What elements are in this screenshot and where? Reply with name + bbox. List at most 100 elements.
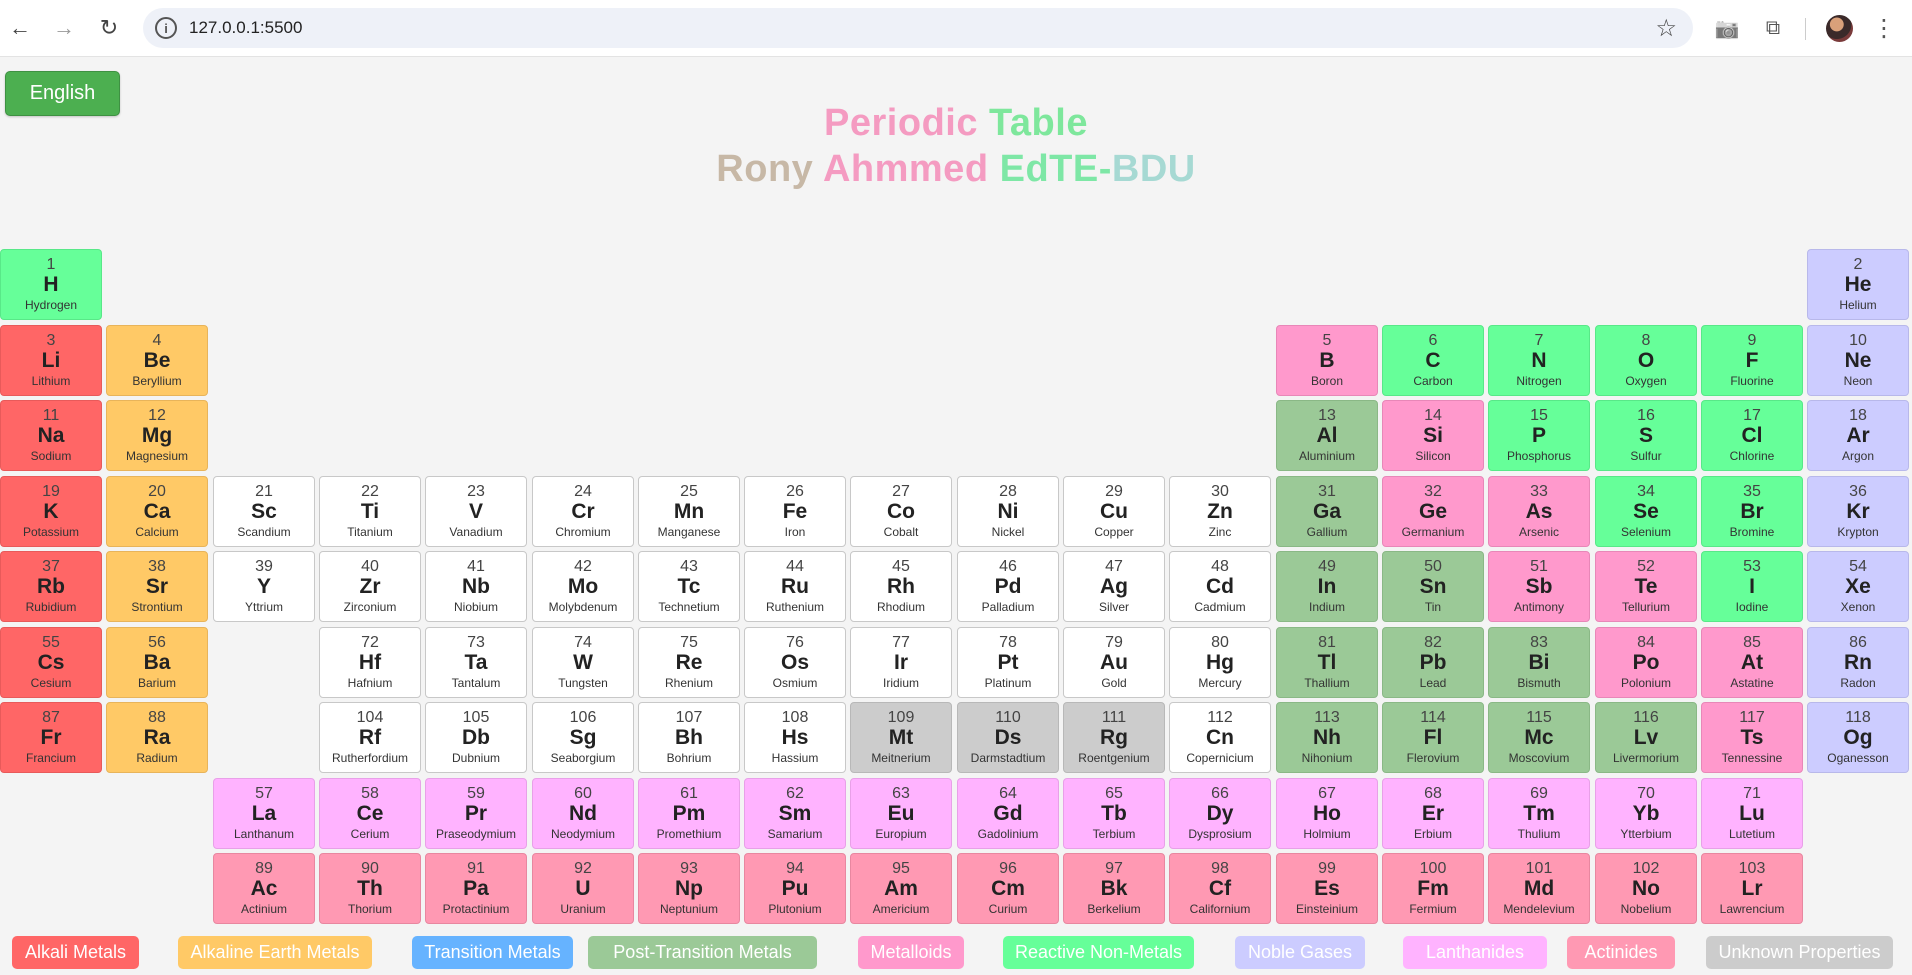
element-cell-ce[interactable]: 58 Ce Cerium bbox=[319, 778, 421, 849]
element-cell-ba[interactable]: 56 Ba Barium bbox=[106, 627, 208, 698]
element-cell-sn[interactable]: 50 Sn Tin bbox=[1382, 551, 1484, 622]
element-cell-ne[interactable]: 10 Ne Neon bbox=[1807, 325, 1909, 396]
element-cell-mc[interactable]: 115 Mc Moscovium bbox=[1488, 702, 1590, 773]
element-cell-ca[interactable]: 20 Ca Calcium bbox=[106, 476, 208, 547]
element-cell-pd[interactable]: 46 Pd Palladium bbox=[957, 551, 1059, 622]
element-cell-rf[interactable]: 104 Rf Rutherfordium bbox=[319, 702, 421, 773]
element-cell-tl[interactable]: 81 Tl Thallium bbox=[1276, 627, 1378, 698]
element-cell-yb[interactable]: 70 Yb Ytterbium bbox=[1595, 778, 1697, 849]
element-cell-pt[interactable]: 78 Pt Platinum bbox=[957, 627, 1059, 698]
element-cell-cm[interactable]: 96 Cm Curium bbox=[957, 853, 1059, 924]
element-cell-ge[interactable]: 32 Ge Germanium bbox=[1382, 476, 1484, 547]
element-cell-mn[interactable]: 25 Mn Manganese bbox=[638, 476, 740, 547]
back-icon[interactable]: ← bbox=[9, 15, 31, 40]
element-cell-hg[interactable]: 80 Hg Mercury bbox=[1169, 627, 1271, 698]
element-cell-pm[interactable]: 61 Pm Promethium bbox=[638, 778, 740, 849]
element-cell-al[interactable]: 13 Al Aluminium bbox=[1276, 400, 1378, 471]
element-cell-dy[interactable]: 66 Dy Dysprosium bbox=[1169, 778, 1271, 849]
element-cell-ac[interactable]: 89 Ac Actinium bbox=[213, 853, 315, 924]
element-cell-re[interactable]: 75 Re Rhenium bbox=[638, 627, 740, 698]
element-cell-kr[interactable]: 36 Kr Krypton bbox=[1807, 476, 1909, 547]
element-cell-ti[interactable]: 22 Ti Titanium bbox=[319, 476, 421, 547]
site-info-icon[interactable]: i bbox=[155, 17, 177, 39]
element-cell-pa[interactable]: 91 Pa Protactinium bbox=[425, 853, 527, 924]
legend-item-lanthanides[interactable]: Lanthanides bbox=[1403, 936, 1547, 969]
element-cell-ds[interactable]: 110 Ds Darmstadtium bbox=[957, 702, 1059, 773]
element-cell-nb[interactable]: 41 Nb Niobium bbox=[425, 551, 527, 622]
element-cell-pb[interactable]: 82 Pb Lead bbox=[1382, 627, 1484, 698]
element-cell-pu[interactable]: 94 Pu Plutonium bbox=[744, 853, 846, 924]
legend-item-alkali-metals[interactable]: Alkali Metals bbox=[12, 936, 139, 969]
forward-icon[interactable]: → bbox=[53, 15, 75, 40]
element-cell-tb[interactable]: 65 Tb Terbium bbox=[1063, 778, 1165, 849]
element-cell-v[interactable]: 23 V Vanadium bbox=[425, 476, 527, 547]
element-cell-rh[interactable]: 45 Rh Rhodium bbox=[850, 551, 952, 622]
element-cell-cr[interactable]: 24 Cr Chromium bbox=[532, 476, 634, 547]
bookmark-star-icon[interactable]: ☆ bbox=[1655, 15, 1677, 42]
element-cell-fr[interactable]: 87 Fr Francium bbox=[0, 702, 102, 773]
element-cell-pr[interactable]: 59 Pr Praseodymium bbox=[425, 778, 527, 849]
element-cell-ag[interactable]: 47 Ag Silver bbox=[1063, 551, 1165, 622]
legend-item-transition-metals[interactable]: Transition Metals bbox=[412, 936, 573, 969]
element-cell-f[interactable]: 9 F Fluorine bbox=[1701, 325, 1803, 396]
element-cell-b[interactable]: 5 B Boron bbox=[1276, 325, 1378, 396]
element-cell-sc[interactable]: 21 Sc Scandium bbox=[213, 476, 315, 547]
element-cell-in[interactable]: 49 In Indium bbox=[1276, 551, 1378, 622]
element-cell-zr[interactable]: 40 Zr Zirconium bbox=[319, 551, 421, 622]
element-cell-nd[interactable]: 60 Nd Neodymium bbox=[532, 778, 634, 849]
legend-item-post-transition-metals[interactable]: Post-Transition Metals bbox=[588, 936, 817, 969]
legend-item-actinides[interactable]: Actinides bbox=[1567, 936, 1675, 969]
element-cell-u[interactable]: 92 U Uranium bbox=[532, 853, 634, 924]
element-cell-o[interactable]: 8 O Oxygen bbox=[1595, 325, 1697, 396]
element-cell-la[interactable]: 57 La Lanthanum bbox=[213, 778, 315, 849]
element-cell-np[interactable]: 93 Np Neptunium bbox=[638, 853, 740, 924]
element-cell-am[interactable]: 95 Am Americium bbox=[850, 853, 952, 924]
element-cell-se[interactable]: 34 Se Selenium bbox=[1595, 476, 1697, 547]
element-cell-at[interactable]: 85 At Astatine bbox=[1701, 627, 1803, 698]
element-cell-gd[interactable]: 64 Gd Gadolinium bbox=[957, 778, 1059, 849]
element-cell-i[interactable]: 53 I Iodine bbox=[1701, 551, 1803, 622]
legend-item-metalloids[interactable]: Metalloids bbox=[858, 936, 964, 969]
element-cell-tm[interactable]: 69 Tm Thulium bbox=[1488, 778, 1590, 849]
element-cell-eu[interactable]: 63 Eu Europium bbox=[850, 778, 952, 849]
element-cell-nh[interactable]: 113 Nh Nihonium bbox=[1276, 702, 1378, 773]
element-cell-cs[interactable]: 55 Cs Cesium bbox=[0, 627, 102, 698]
element-cell-k[interactable]: 19 K Potassium bbox=[0, 476, 102, 547]
element-cell-y[interactable]: 39 Y Yttrium bbox=[213, 551, 315, 622]
element-cell-te[interactable]: 52 Te Tellurium bbox=[1595, 551, 1697, 622]
element-cell-be[interactable]: 4 Be Beryllium bbox=[106, 325, 208, 396]
legend-item-reactive-non-metals[interactable]: Reactive Non-Metals bbox=[1003, 936, 1194, 969]
element-cell-lv[interactable]: 116 Lv Livermorium bbox=[1595, 702, 1697, 773]
legend-item-alkaline-earth-metals[interactable]: Alkaline Earth Metals bbox=[178, 936, 372, 969]
reload-icon[interactable]: ↻ bbox=[99, 15, 119, 40]
element-cell-ar[interactable]: 18 Ar Argon bbox=[1807, 400, 1909, 471]
element-cell-bh[interactable]: 107 Bh Bohrium bbox=[638, 702, 740, 773]
extensions-icon[interactable]: ⧉ bbox=[1765, 16, 1781, 39]
element-cell-bk[interactable]: 97 Bk Berkelium bbox=[1063, 853, 1165, 924]
element-cell-tc[interactable]: 43 Tc Technetium bbox=[638, 551, 740, 622]
element-cell-db[interactable]: 105 Db Dubnium bbox=[425, 702, 527, 773]
profile-avatar[interactable] bbox=[1826, 15, 1853, 42]
element-cell-sb[interactable]: 51 Sb Antimony bbox=[1488, 551, 1590, 622]
element-cell-h[interactable]: 1 H Hydrogen bbox=[0, 249, 102, 320]
element-cell-n[interactable]: 7 N Nitrogen bbox=[1488, 325, 1590, 396]
element-cell-mo[interactable]: 42 Mo Molybdenum bbox=[532, 551, 634, 622]
element-cell-ts[interactable]: 117 Ts Tennessine bbox=[1701, 702, 1803, 773]
element-cell-sm[interactable]: 62 Sm Samarium bbox=[744, 778, 846, 849]
legend-item-noble-gases[interactable]: Noble Gases bbox=[1235, 936, 1365, 969]
element-cell-cn[interactable]: 112 Cn Copernicium bbox=[1169, 702, 1271, 773]
element-cell-ta[interactable]: 73 Ta Tantalum bbox=[425, 627, 527, 698]
element-cell-w[interactable]: 74 W Tungsten bbox=[532, 627, 634, 698]
element-cell-si[interactable]: 14 Si Silicon bbox=[1382, 400, 1484, 471]
element-cell-th[interactable]: 90 Th Thorium bbox=[319, 853, 421, 924]
element-cell-rg[interactable]: 111 Rg Roentgenium bbox=[1063, 702, 1165, 773]
element-cell-p[interactable]: 15 P Phosphorus bbox=[1488, 400, 1590, 471]
element-cell-sg[interactable]: 106 Sg Seaborgium bbox=[532, 702, 634, 773]
element-cell-ni[interactable]: 28 Ni Nickel bbox=[957, 476, 1059, 547]
element-cell-cf[interactable]: 98 Cf Californium bbox=[1169, 853, 1271, 924]
camera-icon[interactable]: 📷 bbox=[1714, 17, 1740, 40]
element-cell-mg[interactable]: 12 Mg Magnesium bbox=[106, 400, 208, 471]
element-cell-ir[interactable]: 77 Ir Iridium bbox=[850, 627, 952, 698]
element-cell-os[interactable]: 76 Os Osmium bbox=[744, 627, 846, 698]
element-cell-cu[interactable]: 29 Cu Copper bbox=[1063, 476, 1165, 547]
